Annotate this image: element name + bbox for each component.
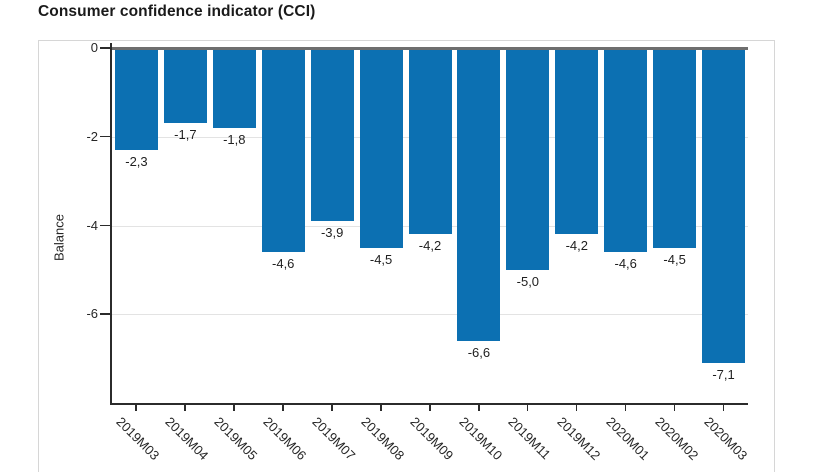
x-tick-mark [429,405,431,411]
y-axis-title: Balance [51,214,67,261]
chart-title: Consumer confidence indicator (CCI) [38,3,316,20]
x-tick-label-2020M01: 2020M01 [603,414,653,463]
x-tick-mark [184,405,186,411]
bar-2020M02 [653,48,697,248]
x-tick-mark [722,405,725,411]
bar-value-label: -4,6 [272,256,295,272]
x-tick-mark [282,405,284,411]
x-tick-mark [477,405,480,411]
bar-2019M07 [310,48,354,222]
x-tick-mark [575,405,578,411]
x-tick-mark [673,405,676,411]
x-tick-mark [380,405,382,411]
x-tick-label-2020M03: 2020M03 [700,414,750,463]
x-tick-label-2020M02: 2020M02 [652,414,701,463]
bar-value-label: -4,5 [663,251,686,267]
bar-value-label: -4,5 [369,251,393,267]
x-tick-label-2019M10: 2019M10 [456,414,506,463]
y-tick-mark [100,135,110,138]
bar-2019M11 [506,48,550,270]
x-tick-mark [135,405,138,411]
bar-2020M01 [604,48,648,253]
bar-2020M03 [702,48,746,364]
x-tick-label-2019M04: 2019M04 [162,414,212,463]
gridline [112,314,748,316]
bar-value-label: -2,3 [125,154,148,170]
y-tick-mark [100,313,110,315]
bar-2019M04 [163,48,207,124]
x-tick-label-2019M07: 2019M07 [309,414,359,463]
bar-2019M09 [408,48,452,235]
y-tick-mark [100,47,110,49]
x-tick-label-2019M05: 2019M05 [211,414,261,463]
bar-value-label: -4,2 [565,238,588,254]
zero-baseline [112,46,748,50]
y-axis-line [110,43,112,405]
bar-2019M06 [261,48,305,253]
x-tick-label-2019M09: 2019M09 [407,414,457,463]
bar-2019M05 [212,48,256,128]
bar-value-label: -6,6 [467,344,491,360]
y-tick-mark [100,224,110,227]
x-tick-mark [526,405,529,411]
y-tick-label: -6 [86,306,98,322]
x-tick-mark [331,405,333,411]
bar-2019M12 [555,48,599,235]
bar-value-label: -3,9 [320,225,344,241]
y-tick-label: -2 [86,128,98,144]
bar-2019M03 [114,48,158,151]
bar-value-label: -4,2 [418,238,442,254]
bar-2019M10 [457,48,501,341]
bar-value-label: -5,0 [516,273,540,289]
bar-2019M08 [359,48,403,248]
x-tick-mark [624,405,627,411]
x-tick-mark [233,405,235,411]
bar-value-label: -1,8 [223,131,246,147]
x-tick-label-2019M06: 2019M06 [260,414,310,463]
y-tick-label: -4 [86,217,98,233]
x-tick-label-2019M12: 2019M12 [554,414,604,463]
x-tick-label-2019M11: 2019M11 [505,414,554,463]
x-tick-label-2019M03: 2019M03 [113,414,163,463]
bar-value-label: -7,1 [712,367,735,383]
x-tick-label-2019M08: 2019M08 [358,414,408,463]
y-tick-label: 0 [90,40,98,55]
